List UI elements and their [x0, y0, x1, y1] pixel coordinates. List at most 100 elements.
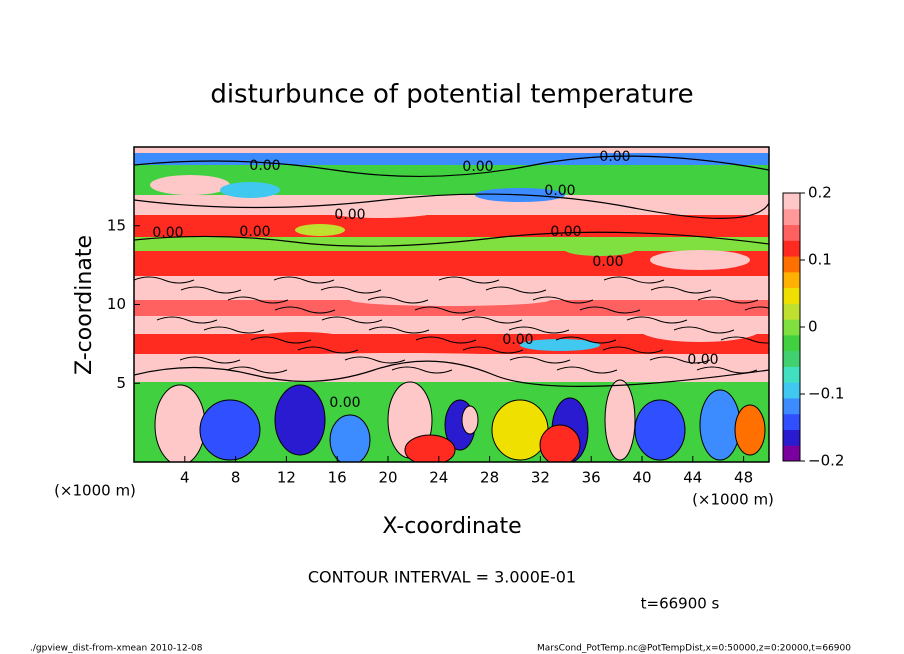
contour-line	[603, 276, 665, 284]
y-tick-label: 10	[107, 295, 126, 313]
x-tick-label: 36	[582, 469, 601, 487]
contour-line	[461, 316, 523, 324]
contour-line	[555, 336, 617, 344]
colorbar-swatch	[783, 413, 800, 430]
colorbar-swatch	[783, 429, 800, 446]
contour-label: 0.00	[592, 254, 623, 270]
field-band	[134, 237, 769, 251]
x-tick-label: 20	[378, 469, 397, 487]
contour-line	[203, 326, 265, 334]
contour-line	[134, 276, 195, 284]
field-blob	[570, 196, 710, 214]
y-tick-label: 15	[107, 216, 126, 234]
field-swirl	[734, 404, 766, 456]
colorbar-swatch	[783, 193, 800, 210]
contour-label: 0.00	[687, 352, 718, 368]
contour-line	[134, 360, 769, 387]
colorbar-swatch	[783, 319, 800, 336]
colorbar-swatch	[783, 240, 800, 257]
contour-label: 0.00	[544, 183, 575, 199]
x-tick-label: 12	[277, 469, 296, 487]
x-tick-label: 8	[231, 469, 241, 487]
field-swirl	[491, 399, 549, 461]
field-swirl	[461, 405, 479, 435]
colorbar-tick-label: 0.2	[808, 184, 832, 202]
footer-left: ./gpview_dist-from-xmean 2010-12-08	[30, 644, 203, 654]
contour-line	[532, 296, 594, 304]
contour-line	[227, 296, 289, 304]
contour-label: 0.00	[329, 395, 360, 411]
contour-line	[438, 276, 500, 284]
contour-label: 0.00	[599, 149, 630, 165]
contour-line	[368, 326, 430, 334]
x-tick-label: 4	[180, 469, 190, 487]
contour-label: 0.00	[249, 158, 280, 174]
field-blob	[220, 182, 280, 198]
field-blob	[580, 280, 720, 300]
x-axis-label: X-coordinate	[382, 514, 521, 539]
contour-label: 0.00	[502, 332, 533, 348]
field-swirl	[404, 434, 456, 462]
contour-line	[156, 316, 218, 324]
contour-line	[297, 346, 359, 354]
contour-line	[226, 366, 288, 374]
field-swirl	[274, 384, 326, 456]
contour-line	[462, 346, 524, 354]
footer-right: MarsCond_PotTemp.nc@PotTempDist,x=0:5000…	[537, 644, 851, 654]
contour-line	[602, 346, 664, 354]
colorbar-swatch	[783, 350, 800, 367]
field-swirl	[604, 379, 636, 461]
field-blob	[350, 294, 550, 306]
colorbar-swatch	[783, 271, 800, 289]
contour-label: 0.00	[152, 225, 183, 241]
contour-line	[344, 356, 406, 364]
field-swirl	[699, 389, 741, 461]
contour-line	[579, 306, 641, 314]
contour-line	[134, 193, 769, 219]
contour-line	[134, 231, 769, 247]
colorbar-tick-label: −0.1	[808, 385, 844, 403]
field-blob	[190, 282, 310, 298]
field-blob	[320, 202, 440, 218]
contour-line	[744, 306, 769, 311]
colorbar-tick-label: 0	[808, 318, 818, 336]
contour-line	[485, 286, 547, 294]
colorbar-swatch	[783, 208, 800, 226]
contour-label: 0.00	[239, 224, 270, 240]
contour-line	[697, 296, 759, 304]
colorbar-swatch	[783, 256, 800, 273]
x-tick-label: 32	[531, 469, 550, 487]
field-blob	[520, 339, 600, 351]
contour-line	[556, 366, 618, 374]
contour-line	[508, 326, 570, 334]
colorbar-swatch	[783, 445, 800, 462]
contour-line	[673, 326, 735, 334]
contour-line	[134, 155, 769, 177]
contour-interval: CONTOUR INTERVAL = 3.000E-01	[308, 568, 576, 587]
colorbar-swatch	[783, 303, 800, 320]
field-band	[134, 215, 769, 237]
contour-line	[320, 286, 382, 294]
x-tick-label: 16	[328, 469, 347, 487]
x-unit: (×1000 m)	[692, 491, 774, 509]
field-band	[134, 300, 769, 316]
field-blob	[650, 250, 750, 270]
field-swirl	[154, 384, 206, 462]
colorbar-swatch	[783, 382, 800, 399]
contour-label: 0.00	[550, 224, 581, 240]
contour-label: 0.00	[462, 159, 493, 175]
x-tick-label: 24	[429, 469, 448, 487]
colorbar-tick-label: −0.2	[808, 452, 844, 470]
field-blob	[295, 224, 345, 236]
contour-field: 0.00 0.00 0.00 0.00 0.00 0.00 0.00 0.00 0.00 0.00…	[134, 147, 769, 462]
contour-line	[650, 286, 712, 294]
contour-line	[179, 356, 241, 364]
y-axis-label: Z-coordinate	[72, 235, 97, 375]
field-band	[134, 316, 769, 334]
field-blob	[150, 175, 230, 195]
field-band	[134, 153, 769, 165]
contour-line	[509, 356, 571, 364]
colorbar-tick-label: 0.1	[808, 251, 832, 269]
contour-line	[367, 296, 429, 304]
